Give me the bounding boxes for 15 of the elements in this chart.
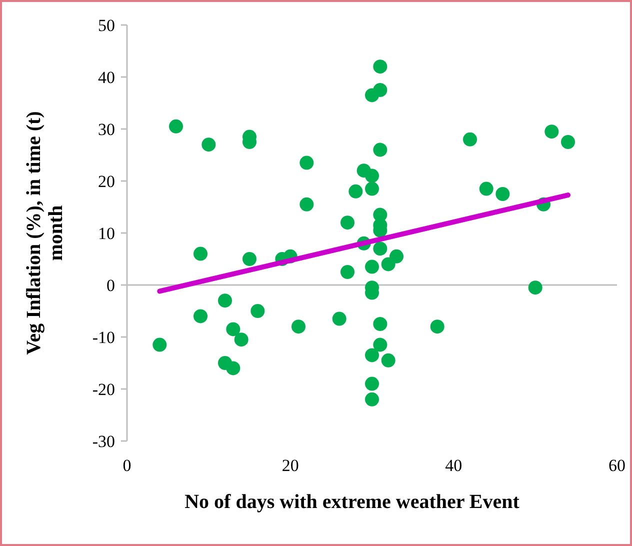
x-tick-label: 40 (445, 456, 462, 475)
y-axis-title: Veg Inflation (%), in time (t) month (23, 111, 67, 355)
y-tick-label: -20 (92, 380, 115, 399)
y-tick-label: 30 (98, 120, 115, 139)
y-tick-label: 40 (98, 68, 115, 87)
y-tick-label: 0 (106, 276, 115, 295)
x-axis-title: No of days with extreme weather Event (184, 491, 520, 513)
y-tick-label: 20 (98, 172, 115, 191)
x-tick-label: 60 (608, 456, 626, 475)
x-tick-label: 0 (122, 456, 132, 475)
y-tick-label: 10 (98, 224, 115, 243)
y-tick-label: 50 (98, 16, 115, 35)
y-tick-label: -30 (92, 432, 115, 451)
x-tick-label: 20 (282, 456, 299, 475)
y-tick-label: -10 (92, 328, 115, 347)
